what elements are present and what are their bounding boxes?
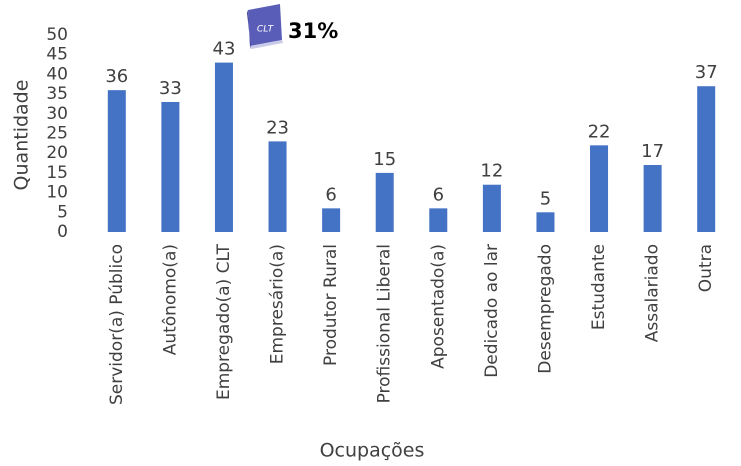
bar xyxy=(697,86,716,232)
value-label: 22 xyxy=(588,121,611,142)
x-tick-label: Profissional Liberal xyxy=(375,244,395,403)
bar xyxy=(536,212,555,232)
y-tick-label: 30 xyxy=(46,104,68,124)
icon-text: CLT xyxy=(257,25,275,35)
value-label: 6 xyxy=(325,184,336,205)
annotation: 31% xyxy=(288,19,338,43)
value-label: 12 xyxy=(480,161,503,182)
y-tick-label: 40 xyxy=(46,64,68,84)
y-tick-label: 10 xyxy=(46,183,68,203)
bar xyxy=(107,90,126,232)
value-label: 33 xyxy=(159,78,182,99)
x-tick-label: Produtor Rural xyxy=(321,244,341,366)
y-tick-label: 20 xyxy=(46,143,68,163)
x-tick-label: Estudante xyxy=(589,244,609,330)
bar xyxy=(214,62,233,232)
x-tick-label: Assalariado xyxy=(643,244,663,342)
clt-icon xyxy=(247,4,283,49)
x-tick-label: Autônomo(a) xyxy=(160,244,180,355)
y-tick-label: 15 xyxy=(46,163,68,183)
x-tick-label: Aposentado(a) xyxy=(428,244,448,369)
x-tick-label: Desempregado xyxy=(535,244,555,374)
y-tick-label: 25 xyxy=(46,124,68,144)
bar xyxy=(322,208,341,232)
x-tick-label: Outra xyxy=(696,244,716,292)
y-tick-label: 35 xyxy=(46,84,68,104)
x-tick-label: Dedicado ao lar xyxy=(482,244,502,378)
y-tick-label: 45 xyxy=(46,45,68,65)
x-tick-label: Empregado(a) CLT xyxy=(214,243,234,400)
bar xyxy=(590,145,609,232)
value-label: 43 xyxy=(213,39,236,60)
bar xyxy=(375,172,394,232)
value-label: 5 xyxy=(540,188,551,209)
x-axis-label: Ocupações xyxy=(320,440,425,462)
y-tick-label: 5 xyxy=(57,202,68,222)
value-label: 15 xyxy=(373,149,396,170)
value-label: 6 xyxy=(433,184,444,205)
value-label: 17 xyxy=(641,141,664,162)
bar xyxy=(429,208,448,232)
x-tick-label: Empresário(a) xyxy=(268,244,288,364)
value-label: 37 xyxy=(695,62,718,83)
bar xyxy=(482,184,501,232)
x-tick-label: Servidor(a) Público xyxy=(107,244,127,405)
value-label: 23 xyxy=(266,117,289,138)
y-axis-label: Quantidade xyxy=(11,80,33,191)
y-tick-label: 0 xyxy=(57,222,68,242)
bar xyxy=(161,101,180,232)
y-tick-label: 50 xyxy=(46,25,68,45)
bar xyxy=(268,141,287,232)
bar xyxy=(643,165,662,232)
value-label: 36 xyxy=(105,66,128,87)
